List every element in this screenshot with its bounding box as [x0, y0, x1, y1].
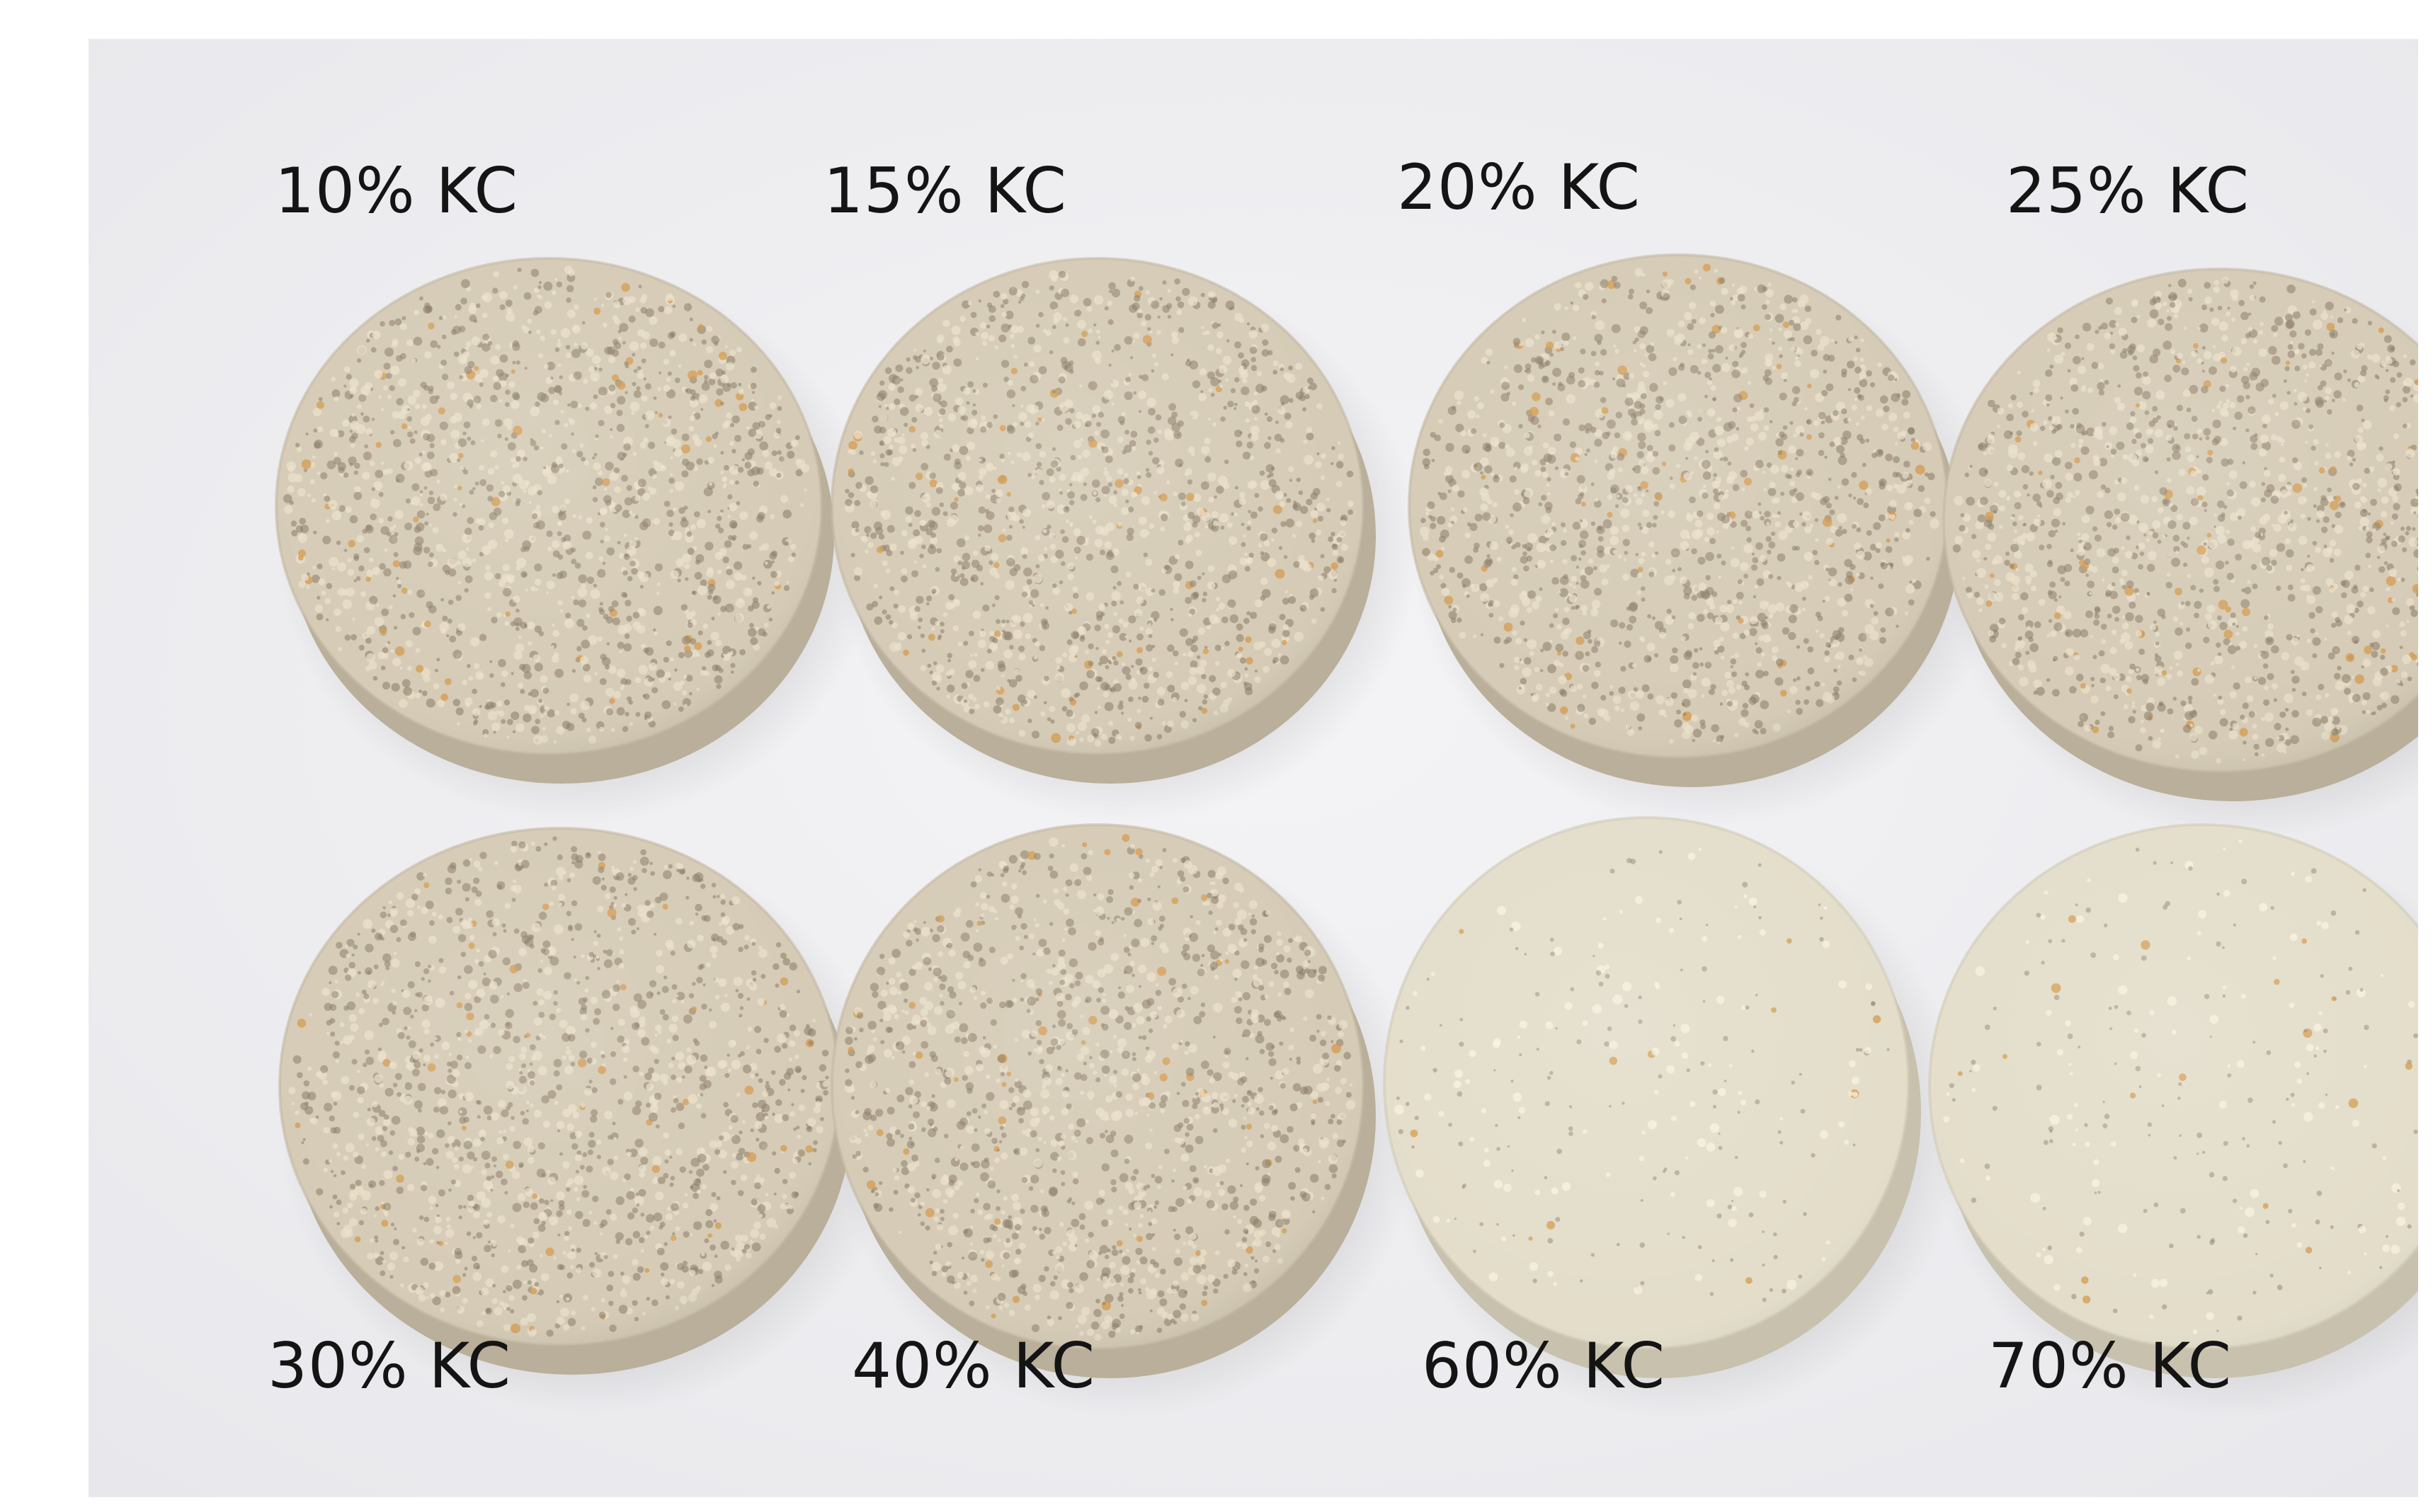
specimen-shading [832, 258, 1363, 754]
specimen-shading [276, 258, 821, 754]
specimen-rim [831, 257, 1364, 755]
specimen-rim [1942, 268, 2418, 773]
specimen-svg [89, 39, 2418, 1497]
label-70-kc: 70% KC [1988, 1329, 2232, 1402]
specimen-10-kc [275, 257, 834, 784]
specimen-30-kc [278, 827, 852, 1375]
specimen-rim [1383, 816, 1910, 1350]
specimen-15-kc [831, 257, 1376, 784]
specimen-20-kc [1408, 253, 1960, 787]
specimen-rim [1928, 823, 2418, 1350]
specimen-shading [1384, 818, 1908, 1348]
label-10-kc: 10% KC [275, 154, 518, 227]
specimen-60-kc [1383, 816, 1921, 1378]
label-40-kc: 40% KC [852, 1329, 1095, 1402]
specimen-shading [1944, 269, 2418, 772]
label-15-kc: 15% KC [824, 154, 1067, 227]
specimen-70-kc [1928, 823, 2418, 1378]
label-60-kc: 60% KC [1422, 1329, 1665, 1402]
specimen-photo: 10% KC 15% KC 20% KC 25% KC 30% KC 40% K… [89, 39, 2418, 1497]
specimen-shading [280, 828, 839, 1345]
label-25-kc: 25% KC [2006, 154, 2250, 227]
specimen-25-kc [1942, 268, 2418, 801]
label-30-kc: 30% KC [268, 1329, 511, 1402]
specimen-shading [1930, 825, 2418, 1348]
label-20-kc: 20% KC [1397, 151, 1641, 224]
specimen-shading [832, 825, 1363, 1348]
specimen-rim [831, 823, 1364, 1350]
specimen-shading [1409, 255, 1947, 757]
specimen-rim [275, 257, 823, 755]
specimen-40-kc [831, 823, 1376, 1378]
